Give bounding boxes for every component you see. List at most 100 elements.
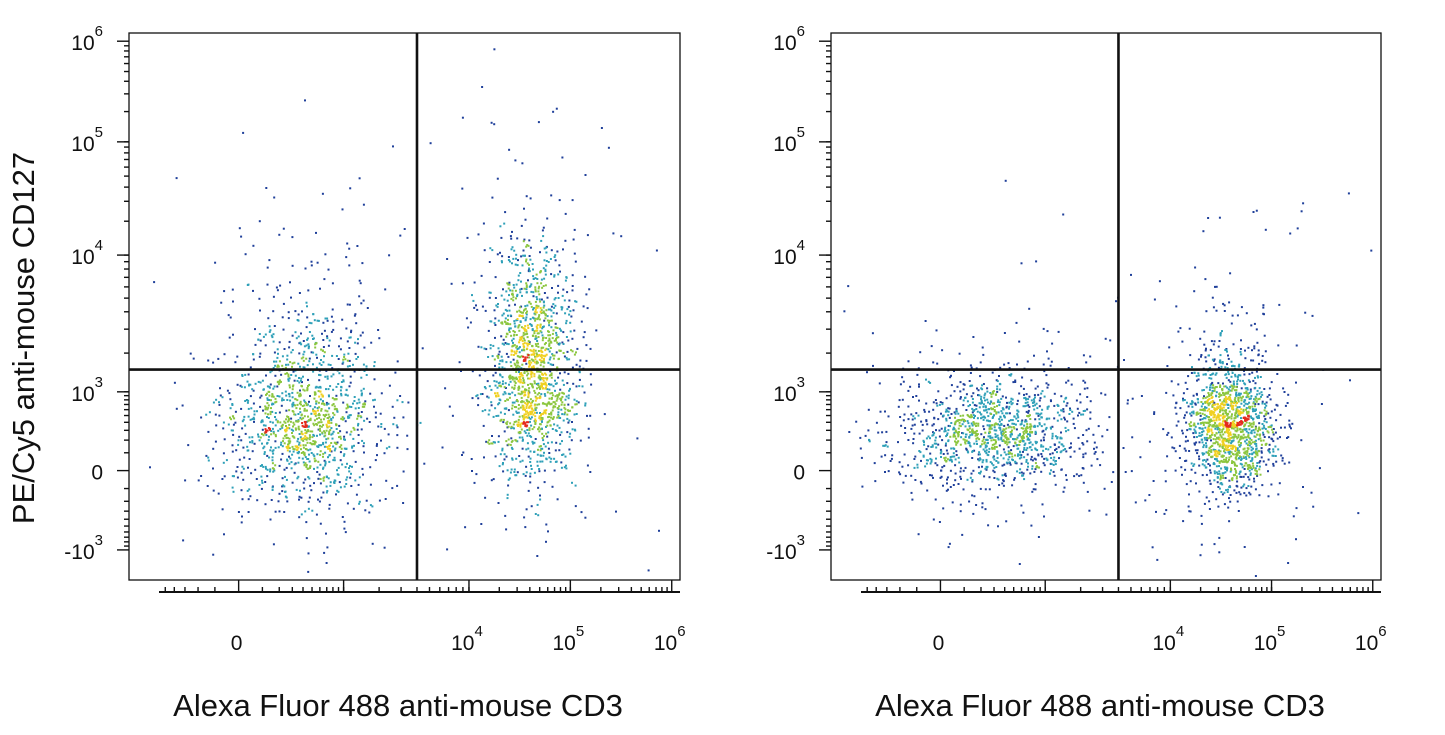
event-dot xyxy=(981,443,983,445)
event-dot xyxy=(260,465,262,467)
event-dot xyxy=(957,413,959,415)
event-dot xyxy=(1319,467,1321,469)
event-dot xyxy=(584,392,586,394)
event-dot xyxy=(266,397,268,399)
event-dot xyxy=(904,432,906,434)
event-dot xyxy=(1005,520,1007,522)
event-dot xyxy=(1206,439,1208,441)
event-dot xyxy=(1253,429,1255,431)
event-dot xyxy=(324,435,326,437)
event-dot xyxy=(309,497,311,499)
event-dot xyxy=(518,275,520,277)
event-dot xyxy=(1184,448,1186,450)
event-dot xyxy=(1189,413,1191,415)
event-dot xyxy=(566,382,568,384)
event-dot xyxy=(992,456,994,458)
event-dot xyxy=(318,402,320,404)
event-dot xyxy=(266,402,268,404)
event-dot xyxy=(1010,431,1012,433)
event-dot xyxy=(522,406,524,408)
event-dot xyxy=(1032,402,1034,404)
event-dot xyxy=(548,413,550,415)
event-dot xyxy=(913,438,915,440)
event-dot xyxy=(302,353,304,355)
event-dot xyxy=(1280,455,1282,457)
event-dot xyxy=(1021,463,1023,465)
event-dot xyxy=(969,444,971,446)
event-dot xyxy=(349,337,351,339)
event-dot xyxy=(1098,425,1100,427)
event-dot xyxy=(579,371,581,373)
event-dot xyxy=(561,404,563,406)
event-dot xyxy=(1221,483,1223,485)
event-dot xyxy=(525,389,527,391)
event-dot xyxy=(516,334,518,336)
event-dot xyxy=(1002,429,1004,431)
event-dot xyxy=(1108,416,1110,418)
event-dot xyxy=(247,400,249,402)
event-dot xyxy=(265,334,267,336)
event-dot xyxy=(268,439,270,441)
event-dot xyxy=(984,394,986,396)
event-dot xyxy=(1001,419,1003,421)
event-dot xyxy=(256,410,258,412)
event-dot xyxy=(316,418,318,420)
event-dot xyxy=(975,504,977,506)
event-dot xyxy=(966,393,968,395)
event-dot xyxy=(925,320,927,322)
event-dot xyxy=(359,501,361,503)
y-tick-label-exponent: 3 xyxy=(95,532,103,549)
event-dot xyxy=(504,321,506,323)
event-dot xyxy=(501,261,503,263)
event-dot xyxy=(543,301,545,303)
event-dot xyxy=(283,303,285,305)
event-dot xyxy=(491,479,493,481)
event-dot xyxy=(422,347,424,349)
event-dot xyxy=(995,413,997,415)
event-dot xyxy=(1055,484,1057,486)
event-dot xyxy=(294,310,296,312)
event-dot xyxy=(574,414,576,416)
event-dot xyxy=(989,437,991,439)
event-dot xyxy=(1014,380,1016,382)
event-dot xyxy=(1282,460,1284,462)
event-dot xyxy=(380,413,382,415)
event-dot xyxy=(1232,372,1234,374)
event-dot xyxy=(307,442,309,444)
event-dot xyxy=(581,511,583,513)
event-dot xyxy=(505,393,507,395)
event-dot xyxy=(540,282,542,284)
event-dot xyxy=(345,420,347,422)
event-dot xyxy=(1199,432,1201,434)
event-dot xyxy=(396,434,398,436)
event-dot xyxy=(1063,401,1065,403)
event-dot xyxy=(911,499,913,501)
event-dot xyxy=(901,466,903,468)
event-dot xyxy=(1233,489,1235,491)
event-dot xyxy=(547,422,549,424)
event-dot xyxy=(322,396,324,398)
event-dot xyxy=(1227,407,1229,409)
event-dot xyxy=(527,336,529,338)
event-dot xyxy=(511,392,513,394)
event-dot xyxy=(503,419,505,421)
event-dot xyxy=(508,149,510,151)
event-dot xyxy=(967,479,969,481)
event-dot xyxy=(1027,439,1029,441)
event-dot xyxy=(1123,359,1125,361)
event-dot xyxy=(334,449,336,451)
event-dot xyxy=(533,373,535,375)
event-dot xyxy=(1005,397,1007,399)
event-dot xyxy=(1042,431,1044,433)
event-dot xyxy=(573,330,575,332)
event-dot xyxy=(363,204,365,206)
event-dot xyxy=(340,438,342,440)
event-dot xyxy=(1028,439,1030,441)
event-dot xyxy=(518,408,520,410)
event-dot xyxy=(302,376,304,378)
event-dot xyxy=(301,422,303,424)
event-dot xyxy=(262,410,264,412)
event-dot xyxy=(1177,383,1179,385)
event-dot xyxy=(548,457,550,459)
event-dot xyxy=(309,358,311,360)
